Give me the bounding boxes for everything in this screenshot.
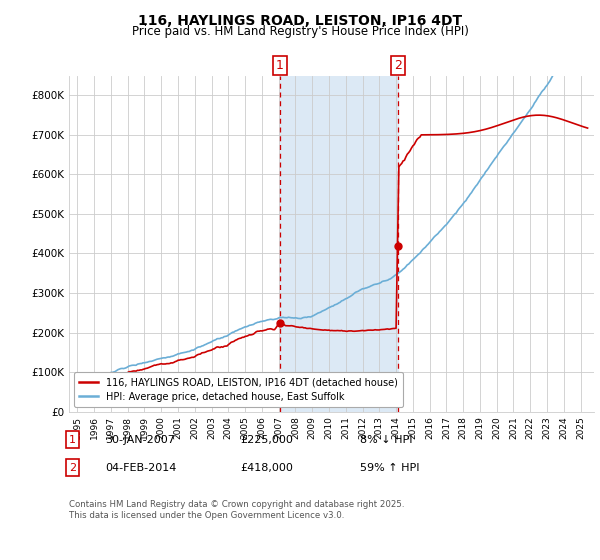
Text: £225,000: £225,000 (240, 435, 293, 445)
Text: 04-FEB-2014: 04-FEB-2014 (105, 463, 176, 473)
Text: 1: 1 (276, 59, 284, 72)
Text: 8% ↓ HPI: 8% ↓ HPI (360, 435, 413, 445)
Text: 116, HAYLINGS ROAD, LEISTON, IP16 4DT: 116, HAYLINGS ROAD, LEISTON, IP16 4DT (138, 14, 462, 28)
Text: 2: 2 (69, 463, 76, 473)
Text: 1: 1 (69, 435, 76, 445)
Legend: 116, HAYLINGS ROAD, LEISTON, IP16 4DT (detached house), HPI: Average price, deta: 116, HAYLINGS ROAD, LEISTON, IP16 4DT (d… (74, 372, 403, 407)
Text: Contains HM Land Registry data © Crown copyright and database right 2025.
This d: Contains HM Land Registry data © Crown c… (69, 500, 404, 520)
Text: £418,000: £418,000 (240, 463, 293, 473)
Bar (280, 76, 398, 412)
Text: 59% ↑ HPI: 59% ↑ HPI (360, 463, 419, 473)
Text: Price paid vs. HM Land Registry's House Price Index (HPI): Price paid vs. HM Land Registry's House … (131, 25, 469, 38)
Text: 30-JAN-2007: 30-JAN-2007 (105, 435, 175, 445)
Text: 2: 2 (394, 59, 401, 72)
